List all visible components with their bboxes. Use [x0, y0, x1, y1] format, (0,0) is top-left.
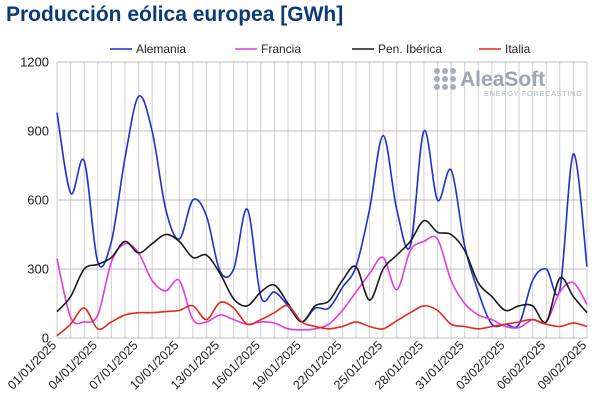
legend-item: Alemania [110, 42, 186, 56]
series-line-italia [56, 301, 588, 337]
chart-title: Producción eólica europea [GWh] [6, 3, 344, 26]
y-tick-label: 0 [42, 331, 49, 346]
y-tick-label: 900 [27, 124, 49, 139]
logo-mark-icon [434, 68, 456, 90]
series-line-pen-ib-rica [56, 219, 588, 324]
aleasoft-logo: AleaSoft ENERGY FORECASTING [434, 68, 583, 98]
y-tick-label: 1200 [20, 55, 49, 70]
legend-label: Pen. Ibérica [378, 42, 442, 56]
logo-tagline: ENERGY FORECASTING [484, 89, 583, 98]
legend-label: Francia [261, 42, 301, 56]
y-tick-label: 300 [27, 262, 49, 277]
series-layer [56, 95, 588, 337]
series-line-francia [56, 235, 588, 331]
legend-item: Francia [235, 42, 301, 56]
legend-label: Italia [505, 42, 531, 56]
logo-name: AleaSoft [460, 68, 545, 91]
legend-item: Pen. Ibérica [352, 42, 442, 56]
y-tick-label: 600 [27, 193, 49, 208]
legend-item: Italia [479, 42, 531, 56]
grid-layer [56, 61, 588, 339]
legend-label: Alemania [136, 42, 186, 56]
legend: Alemania Francia Pen. Ibérica Italia [110, 42, 531, 56]
